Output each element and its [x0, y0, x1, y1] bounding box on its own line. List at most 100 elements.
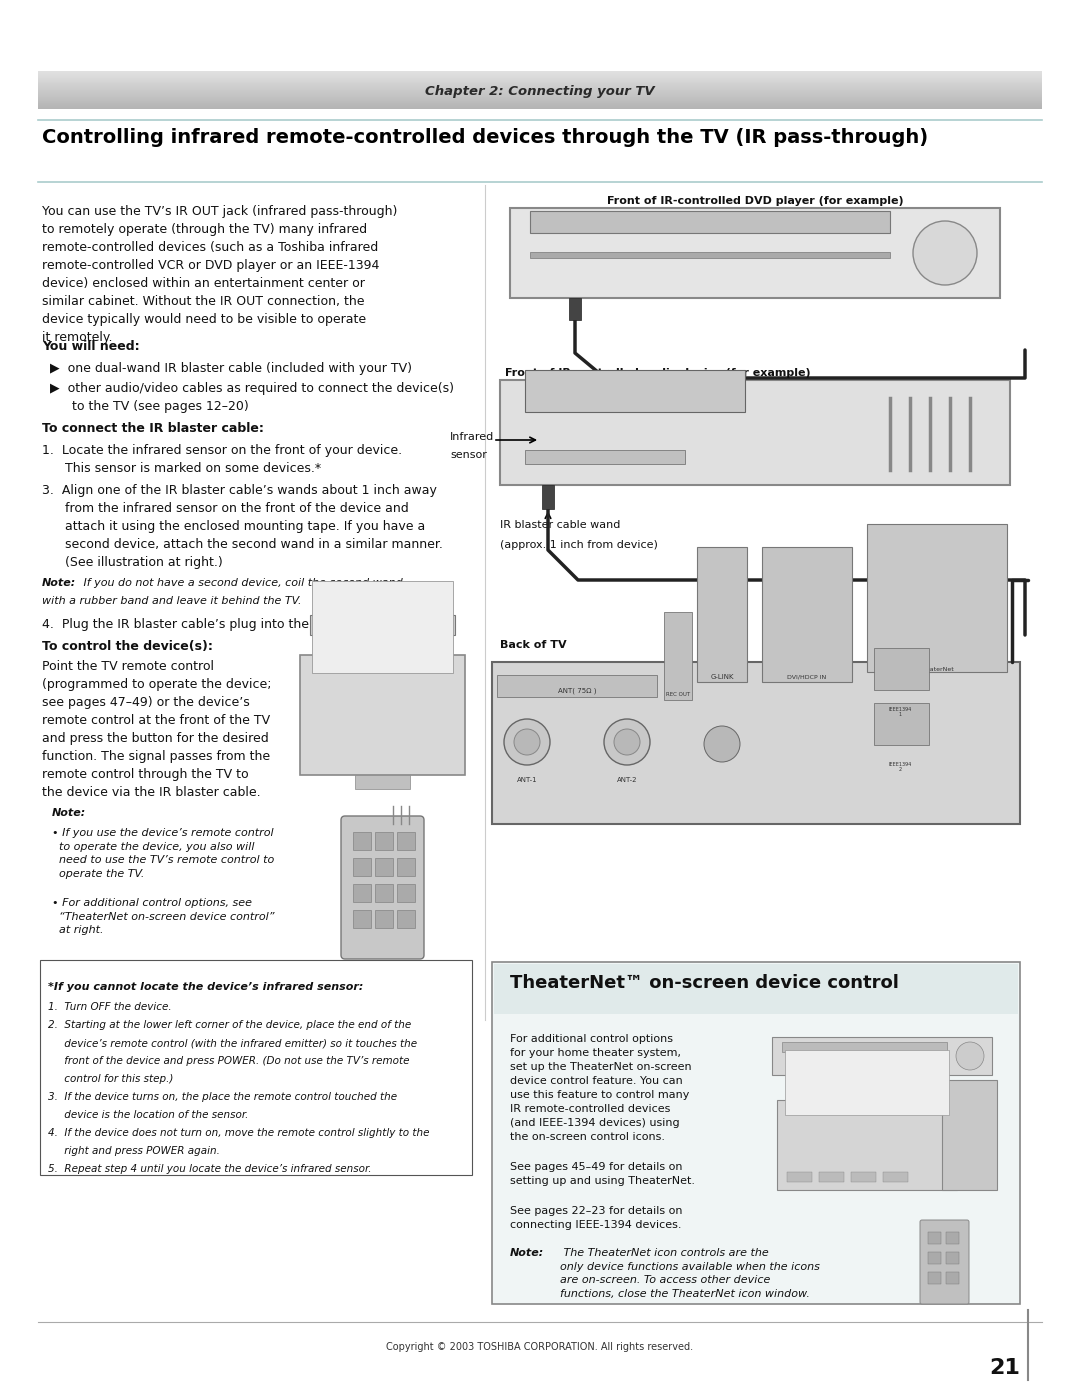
Bar: [530, 251, 890, 258]
Text: TheaterNet: TheaterNet: [919, 666, 955, 672]
Text: ▶  one dual-wand IR blaster cable (included with your TV): ▶ one dual-wand IR blaster cable (includ…: [50, 362, 411, 374]
Bar: [946, 1252, 959, 1264]
Text: 2.  Starting at the lower left corner of the device, place the end of the: 2. Starting at the lower left corner of …: [48, 1020, 411, 1030]
Bar: [867, 524, 1007, 672]
Text: Note:: Note:: [52, 807, 86, 819]
Text: ▶  other audio/video cables as required to connect the device(s): ▶ other audio/video cables as required t…: [50, 381, 454, 395]
Bar: [530, 211, 890, 233]
Bar: [819, 1172, 843, 1182]
Bar: [883, 1172, 908, 1182]
Text: 1.  Locate the infrared sensor on the front of your device.: 1. Locate the infrared sensor on the fro…: [42, 444, 402, 457]
Bar: [664, 612, 692, 700]
Bar: [525, 370, 745, 412]
Circle shape: [504, 719, 550, 766]
Text: Front of IR-controlled DVD player (for example): Front of IR-controlled DVD player (for e…: [607, 196, 903, 205]
Text: device’s remote control (with the infrared emitter) so it touches the: device’s remote control (with the infrar…: [48, 1038, 417, 1048]
FancyBboxPatch shape: [341, 816, 424, 958]
Bar: [497, 675, 657, 697]
Text: sensor: sensor: [450, 450, 487, 460]
Bar: [375, 833, 393, 849]
Text: 3.  Align one of the IR blaster cable’s wands about 1 inch away: 3. Align one of the IR blaster cable’s w…: [42, 483, 437, 497]
Text: You will need:: You will need:: [42, 339, 139, 353]
Text: 1.  Turn OFF the device.: 1. Turn OFF the device.: [48, 1002, 172, 1011]
Bar: [569, 298, 581, 320]
Bar: [397, 833, 415, 849]
Circle shape: [604, 719, 650, 766]
Bar: [353, 833, 372, 849]
Text: Chapter 2: Connecting your TV: Chapter 2: Connecting your TV: [426, 84, 654, 98]
Text: to the TV (see pages 12–20): to the TV (see pages 12–20): [72, 400, 248, 414]
Text: The TheaterNet icon controls are the
only device functions available when the ic: The TheaterNet icon controls are the onl…: [561, 1248, 820, 1299]
Bar: [355, 775, 410, 789]
Text: TheaterNet™ on-screen device control: TheaterNet™ on-screen device control: [510, 974, 899, 992]
Text: Controlling infrared remote-controlled devices through the TV (IR pass-through): Controlling infrared remote-controlled d…: [42, 129, 928, 147]
Bar: [874, 648, 929, 690]
Text: Note:: Note:: [510, 1248, 544, 1259]
Text: IEEE1394
1: IEEE1394 1: [889, 707, 912, 718]
Circle shape: [913, 221, 977, 285]
Text: device is the location of the sensor.: device is the location of the sensor.: [48, 1111, 248, 1120]
Text: • For additional control options, see
  “TheaterNet on-screen device control”
  : • For additional control options, see “T…: [52, 898, 274, 935]
Circle shape: [615, 729, 640, 754]
Text: attach it using the enclosed mounting tape. If you have a: attach it using the enclosed mounting ta…: [65, 520, 426, 534]
Circle shape: [514, 729, 540, 754]
Text: REC OUT: REC OUT: [666, 692, 690, 697]
Bar: [942, 1080, 997, 1190]
Text: with a rubber band and leave it behind the TV.: with a rubber band and leave it behind t…: [42, 597, 301, 606]
Text: To connect the IR blaster cable:: To connect the IR blaster cable:: [42, 422, 264, 434]
Bar: [510, 208, 1000, 298]
Circle shape: [956, 1042, 984, 1070]
Bar: [782, 1042, 947, 1052]
Bar: [390, 615, 445, 636]
Text: To control the device(s):: To control the device(s):: [42, 640, 213, 652]
Bar: [777, 1099, 957, 1190]
Text: 21: 21: [989, 1358, 1020, 1377]
Bar: [353, 884, 372, 902]
Text: Copyright © 2003 TOSHIBA CORPORATION. All rights reserved.: Copyright © 2003 TOSHIBA CORPORATION. Al…: [387, 1343, 693, 1352]
Bar: [928, 1273, 941, 1284]
Text: This sensor is marked on some devices.*: This sensor is marked on some devices.*: [65, 462, 321, 475]
Text: ANT-1: ANT-1: [516, 777, 538, 782]
Text: ANT( 75Ω ): ANT( 75Ω ): [557, 687, 596, 693]
Text: from the infrared sensor on the front of the device and: from the infrared sensor on the front of…: [65, 502, 408, 515]
Text: second device, attach the second wand in a similar manner.: second device, attach the second wand in…: [65, 538, 443, 550]
Text: You can use the TV’s IR OUT jack (infrared pass-through)
to remotely operate (th: You can use the TV’s IR OUT jack (infrar…: [42, 205, 397, 344]
Text: 5.  Repeat step 4 until you locate the device’s infrared sensor.: 5. Repeat step 4 until you locate the de…: [48, 1164, 372, 1173]
Bar: [874, 703, 929, 745]
Text: For additional control options
for your home theater system,
set up the TheaterN: For additional control options for your …: [510, 1034, 691, 1141]
FancyBboxPatch shape: [920, 1220, 969, 1303]
Text: Front of IR-controlled audio device (for example): Front of IR-controlled audio device (for…: [505, 367, 811, 379]
Bar: [851, 1172, 876, 1182]
Bar: [397, 858, 415, 876]
Text: IEEE1394
2: IEEE1394 2: [889, 761, 912, 773]
Bar: [312, 581, 453, 673]
Bar: [310, 615, 455, 636]
Circle shape: [704, 726, 740, 761]
Bar: [946, 1232, 959, 1243]
Text: ANT-2: ANT-2: [617, 777, 637, 782]
Bar: [946, 1273, 959, 1284]
Bar: [375, 858, 393, 876]
Text: control for this step.): control for this step.): [48, 1074, 174, 1084]
Text: front of the device and press POWER. (Do not use the TV’s remote: front of the device and press POWER. (Do…: [48, 1056, 409, 1066]
Text: (approx. 1 inch from device): (approx. 1 inch from device): [500, 541, 658, 550]
Bar: [375, 909, 393, 928]
Text: Infrared: Infrared: [450, 432, 495, 441]
Text: 3.  If the device turns on, the place the remote control touched the: 3. If the device turns on, the place the…: [48, 1092, 397, 1102]
Bar: [300, 655, 465, 775]
Text: *If you cannot locate the device’s infrared sensor:: *If you cannot locate the device’s infra…: [48, 982, 363, 992]
Bar: [397, 909, 415, 928]
Bar: [397, 884, 415, 902]
Text: IR blaster cable wand: IR blaster cable wand: [500, 520, 620, 529]
Bar: [500, 380, 1010, 485]
Text: right and press POWER again.: right and press POWER again.: [48, 1146, 220, 1155]
Bar: [762, 548, 852, 682]
Text: 4.  Plug the IR blaster cable’s plug into the TV’s IR OUT jack.: 4. Plug the IR blaster cable’s plug into…: [42, 617, 420, 631]
Bar: [353, 909, 372, 928]
Text: DVI/HDCP IN: DVI/HDCP IN: [787, 673, 826, 679]
Bar: [928, 1232, 941, 1243]
Bar: [492, 662, 1020, 824]
Bar: [525, 450, 685, 464]
Bar: [40, 960, 472, 1175]
Text: If you do not have a second device, coil the second wand: If you do not have a second device, coil…: [80, 578, 403, 588]
